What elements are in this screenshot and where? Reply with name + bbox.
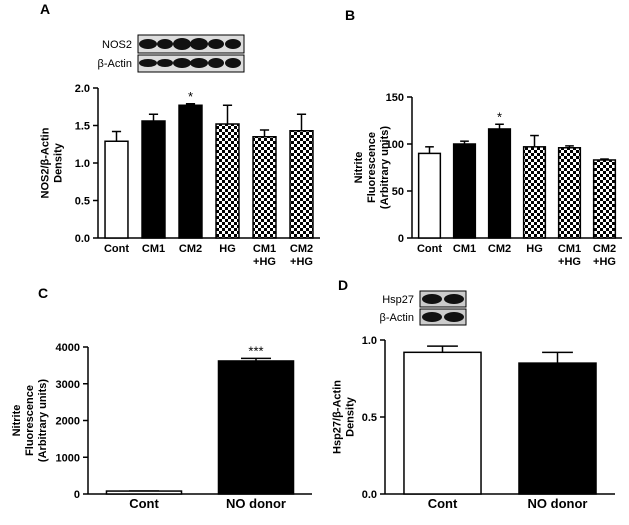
y-tick-label: 0.0 (75, 233, 90, 245)
x-tick-label: NO donor (226, 496, 286, 511)
y-axis-label: NitriteFluorescence(Arbitrary units) (11, 379, 49, 462)
panel-letter: B (345, 7, 355, 23)
y-tick-label: 0.5 (75, 196, 90, 208)
x-tick-label: Cont (417, 243, 442, 255)
y-tick-label: 1.0 (362, 335, 377, 347)
blot-label: β-Actin (380, 312, 414, 324)
bar (487, 128, 512, 239)
bar (289, 130, 314, 239)
y-axis-label: NitriteFluorescence(Arbitrary units) (353, 126, 391, 209)
bar (178, 104, 203, 239)
x-tick-label: Cont (104, 243, 129, 255)
y-tick-label: 3000 (56, 379, 80, 391)
panel-letter: C (38, 285, 48, 301)
y-tick-label: 0 (398, 233, 404, 245)
y-tick-label: 0.5 (362, 412, 377, 424)
y-tick-label: 0 (74, 489, 80, 501)
y-tick-label: 50 (392, 186, 404, 198)
x-tick-label: HG (219, 243, 236, 255)
blot-label: NOS2 (102, 39, 132, 51)
bar (452, 143, 477, 239)
blot-label: Hsp27 (382, 294, 414, 306)
bar (522, 146, 547, 239)
bar (104, 140, 129, 239)
y-tick-label: 100 (386, 139, 404, 151)
blot-label: β-Actin (98, 58, 132, 70)
bar (518, 362, 597, 495)
x-tick-label: NO donor (528, 496, 588, 511)
y-tick-label: 1.0 (75, 158, 90, 170)
bar (557, 147, 582, 239)
x-tick-label: CM2 (179, 243, 202, 255)
x-tick-label: Cont (428, 496, 458, 511)
bar (215, 123, 240, 239)
x-tick-label: CM2 +HG (290, 243, 313, 268)
y-tick-label: 2.0 (75, 83, 90, 95)
blot-a (137, 34, 245, 73)
significance-label: *** (248, 343, 263, 358)
x-tick-label: HG (526, 243, 543, 255)
x-tick-label: CM1 (453, 243, 476, 255)
bar (217, 360, 295, 495)
significance-label: * (497, 109, 502, 124)
panel-letter: A (40, 1, 50, 17)
panel-letter: D (338, 277, 348, 293)
y-tick-label: 0.0 (362, 489, 377, 501)
y-tick-label: 150 (386, 92, 404, 104)
blot-d (419, 290, 467, 326)
bar (105, 490, 183, 495)
bar (403, 351, 482, 495)
y-axis-label: NOS2/β-ActinDensity (39, 127, 64, 198)
y-tick-label: 1.5 (75, 121, 90, 133)
x-tick-label: Cont (129, 496, 159, 511)
y-axis-label: Hsp27/β-ActinDensity (331, 380, 356, 454)
x-tick-label: CM1 +HG (558, 243, 581, 268)
bar (592, 159, 617, 239)
bar (141, 120, 166, 239)
x-tick-label: CM1 (142, 243, 165, 255)
bar (417, 152, 442, 239)
x-tick-label: CM2 (488, 243, 511, 255)
significance-label: * (188, 89, 193, 104)
y-tick-label: 1000 (56, 452, 80, 464)
y-tick-label: 2000 (56, 416, 80, 428)
bar (252, 136, 277, 239)
y-tick-label: 4000 (56, 342, 80, 354)
x-tick-label: CM2 +HG (593, 243, 616, 268)
x-tick-label: CM1 +HG (253, 243, 276, 268)
